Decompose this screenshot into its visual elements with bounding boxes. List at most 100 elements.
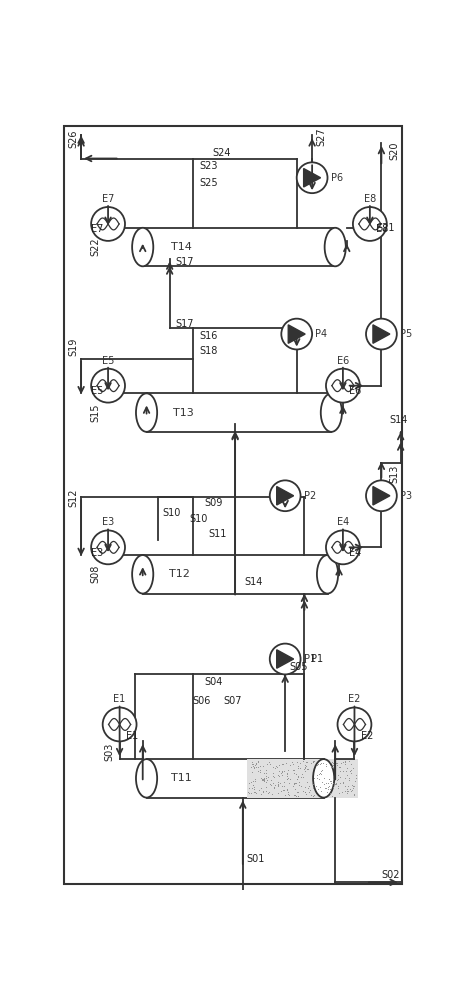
Text: T13: T13	[173, 408, 193, 418]
Point	[310, 787, 318, 803]
Point	[301, 760, 308, 776]
Point	[250, 759, 258, 775]
Point	[316, 765, 324, 781]
Point	[334, 780, 342, 796]
Point	[248, 754, 256, 770]
Point	[348, 765, 355, 781]
Point	[326, 781, 334, 797]
Point	[290, 778, 297, 794]
Point	[266, 776, 273, 792]
Point	[247, 759, 254, 775]
Text: S04: S04	[204, 677, 222, 687]
Point	[277, 783, 284, 799]
Point	[249, 773, 256, 789]
Point	[348, 782, 355, 798]
Text: E4: E4	[337, 517, 349, 527]
Point	[281, 763, 288, 779]
Point	[347, 781, 354, 797]
Ellipse shape	[132, 228, 153, 266]
Text: S14: S14	[389, 415, 408, 425]
Text: E8: E8	[376, 224, 388, 234]
Point	[253, 756, 260, 772]
Point	[254, 754, 262, 770]
Point	[250, 781, 258, 797]
Circle shape	[270, 644, 301, 674]
Point	[294, 760, 302, 776]
Text: E2: E2	[361, 731, 373, 741]
Point	[258, 786, 265, 802]
Point	[256, 762, 263, 778]
Text: S06: S06	[193, 696, 211, 706]
Point	[311, 770, 318, 786]
Bar	[247, 759, 359, 798]
Point	[291, 775, 298, 791]
Text: E1: E1	[113, 694, 126, 704]
Text: S09: S09	[204, 498, 222, 508]
Point	[250, 779, 258, 795]
Text: S10: S10	[189, 514, 207, 524]
Point	[324, 781, 332, 797]
Text: P3: P3	[400, 491, 412, 501]
Point	[262, 774, 269, 790]
Point	[264, 769, 272, 785]
Point	[262, 779, 269, 795]
Point	[349, 760, 356, 776]
Point	[295, 788, 302, 804]
Point	[274, 777, 282, 793]
Point	[271, 769, 278, 785]
Text: T11: T11	[171, 773, 192, 783]
Point	[280, 782, 288, 798]
Point	[261, 772, 268, 788]
Text: P5: P5	[400, 329, 412, 339]
Point	[282, 755, 289, 771]
Point	[342, 754, 349, 770]
Point	[302, 779, 309, 795]
Point	[352, 770, 359, 786]
Point	[284, 786, 292, 802]
Point	[319, 755, 326, 771]
Point	[341, 756, 349, 772]
Point	[303, 754, 311, 770]
Point	[344, 785, 351, 801]
Point	[337, 769, 344, 785]
Point	[332, 759, 339, 775]
Point	[327, 775, 334, 791]
Point	[274, 767, 282, 783]
Point	[258, 780, 265, 796]
Point	[329, 771, 337, 787]
Point	[335, 785, 343, 801]
Point	[278, 756, 286, 772]
Point	[270, 759, 277, 775]
Circle shape	[353, 207, 387, 241]
Point	[293, 775, 300, 791]
Point	[271, 780, 278, 796]
Point	[261, 765, 268, 781]
Point	[313, 767, 320, 783]
Point	[267, 772, 274, 788]
Text: T12: T12	[169, 569, 190, 579]
Point	[343, 781, 350, 797]
Point	[302, 759, 309, 775]
Point	[274, 778, 282, 794]
Text: S20: S20	[389, 142, 399, 160]
Point	[291, 787, 298, 803]
Text: E8: E8	[364, 194, 376, 204]
Point	[295, 768, 302, 784]
Point	[316, 756, 324, 772]
Point	[313, 757, 321, 773]
Point	[274, 774, 281, 790]
Point	[324, 779, 331, 795]
Text: E5: E5	[102, 356, 114, 366]
Point	[323, 758, 330, 774]
Point	[334, 755, 341, 771]
Circle shape	[91, 369, 125, 403]
Bar	[147, 393, 331, 432]
Point	[259, 783, 267, 799]
Point	[333, 772, 340, 788]
Point	[317, 755, 324, 771]
Point	[247, 774, 254, 790]
Point	[318, 766, 325, 782]
Ellipse shape	[321, 393, 342, 432]
Point	[253, 755, 260, 771]
Text: S05: S05	[289, 662, 308, 672]
